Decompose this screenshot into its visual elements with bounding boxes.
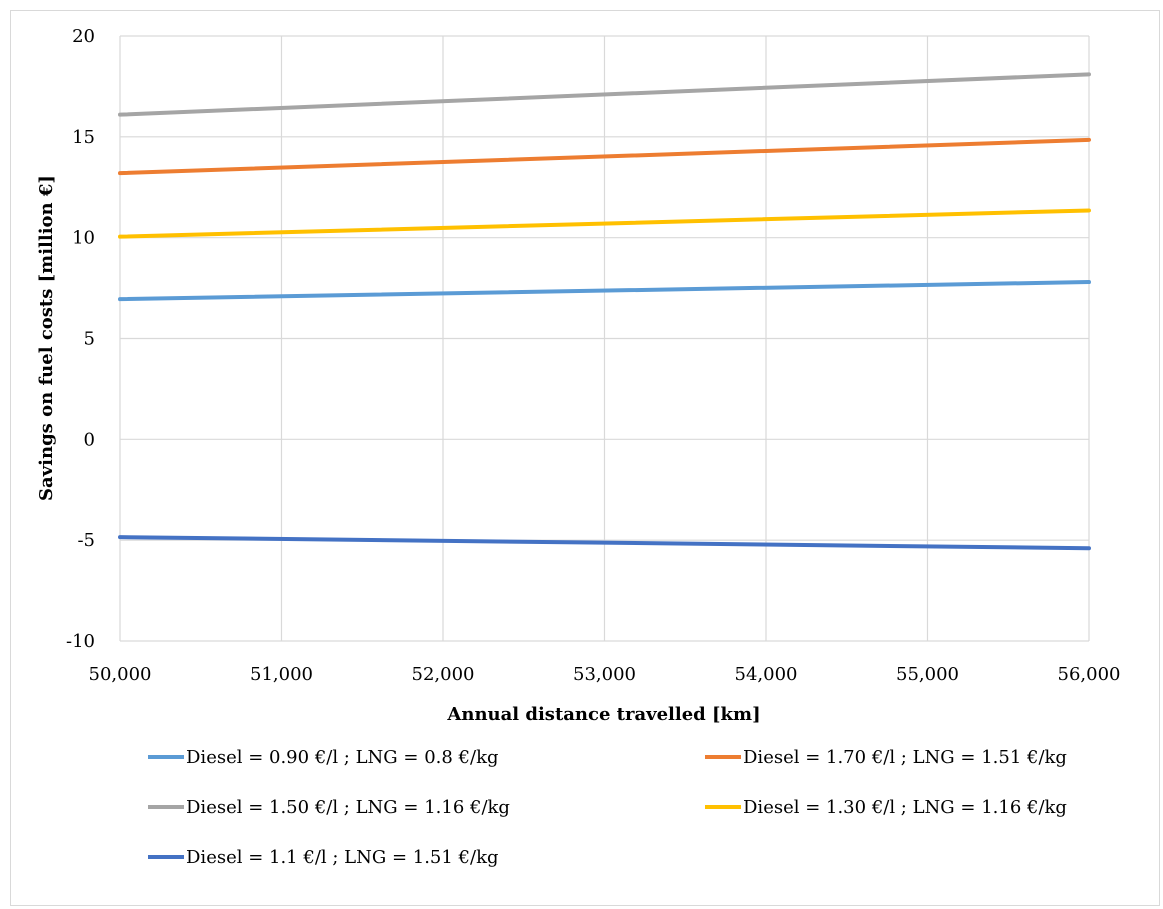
- legend-label: Diesel = 1.30 €/l ; LNG = 1.16 €/kg: [743, 797, 1067, 818]
- series-line: [118, 72, 1091, 117]
- chart-frame: [10, 10, 1160, 906]
- series-line: [118, 535, 1091, 551]
- legend-label: Diesel = 1.70 €/l ; LNG = 1.51 €/kg: [743, 747, 1067, 768]
- x-axis-ticks: 50,000 51,000 52,000 53,000 54,000 55,000 56,0…: [89, 664, 1121, 685]
- x-tick-label: 52,000: [412, 664, 475, 685]
- x-tick-label: 50,000: [89, 664, 152, 685]
- x-tick-label: 53,000: [573, 664, 636, 685]
- x-tick-label: 51,000: [250, 664, 313, 685]
- y-tick-label: 15: [72, 127, 95, 148]
- y-tick-label: -5: [77, 530, 95, 551]
- x-tick-label: 55,000: [896, 664, 959, 685]
- x-tick-label: 54,000: [735, 664, 798, 685]
- grid-lines: [119, 35, 1090, 642]
- x-axis-title: Annual distance travelled [km]: [446, 704, 760, 725]
- y-axis-title: Savings on fuel costs [million €]: [36, 175, 57, 501]
- y-tick-label: 10: [72, 228, 95, 249]
- y-tick-label: 20: [72, 26, 95, 47]
- series-line: [118, 208, 1091, 239]
- y-tick-label: 0: [84, 429, 95, 450]
- x-tick-label: 56,000: [1058, 664, 1121, 685]
- legend-label: Diesel = 0.90 €/l ; LNG = 0.8 €/kg: [186, 747, 499, 768]
- series-line: [118, 137, 1091, 176]
- y-axis-ticks: 20 15 10 5 0 -5 -10: [66, 26, 95, 652]
- series-line: [118, 280, 1091, 302]
- y-tick-label: 5: [84, 329, 95, 350]
- legend: Diesel = 0.90 €/l ; LNG = 0.8 €/kg Diesel…: [148, 747, 1067, 868]
- legend-label: Diesel = 1.1 €/l ; LNG = 1.51 €/kg: [186, 847, 499, 868]
- series-lines: [118, 72, 1091, 551]
- legend-label: Diesel = 1.50 €/l ; LNG = 1.16 €/kg: [186, 797, 510, 818]
- y-tick-label: -10: [66, 631, 95, 652]
